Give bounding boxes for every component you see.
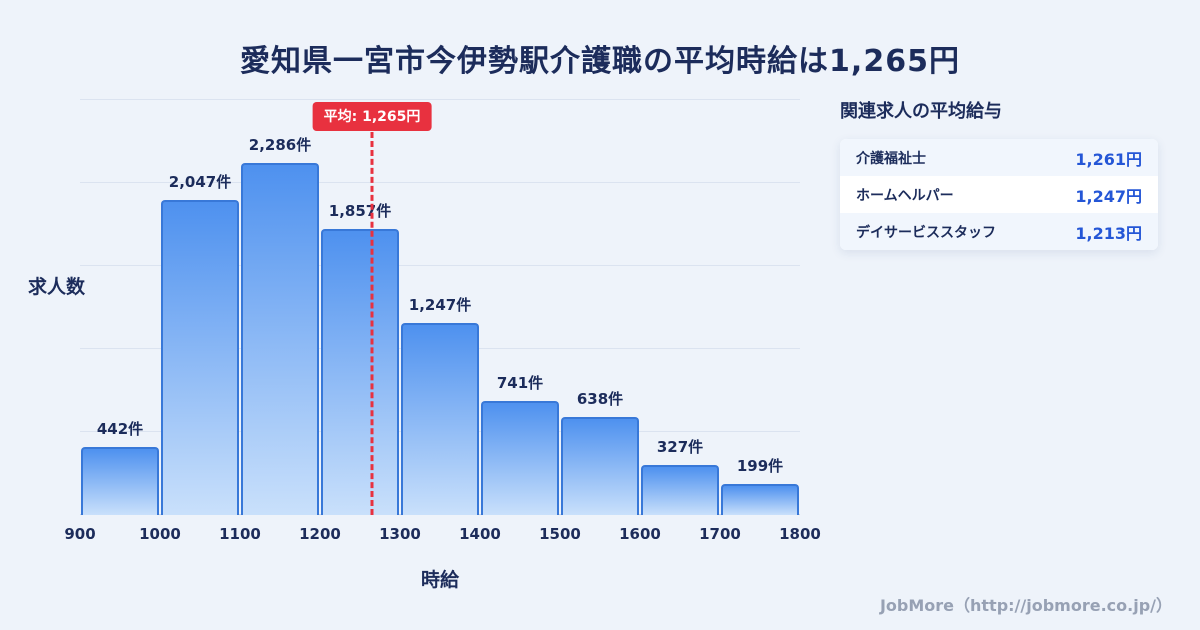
job-name: デイサービススタッフ	[856, 224, 996, 241]
job-wage: 1,261円	[1075, 149, 1142, 169]
x-tick-label: 1600	[619, 525, 661, 543]
bar-value-label: 327件	[656, 438, 704, 456]
bar-value-label: 1,857件	[328, 202, 392, 220]
histogram-bar	[721, 484, 799, 515]
histogram-bar	[641, 465, 719, 515]
x-tick-label: 1400	[459, 525, 501, 543]
bar-value-label: 2,286件	[248, 136, 312, 154]
x-tick-label: 900	[64, 525, 96, 543]
related-job-row: 介護福祉士 1,261円	[840, 139, 1158, 176]
related-jobs-heading: 関連求人の平均給与	[840, 101, 1002, 122]
histogram-bar	[161, 200, 239, 515]
x-axis-label: 時給	[420, 569, 460, 591]
x-tick-label: 1800	[779, 525, 821, 543]
histogram-bar	[81, 447, 159, 515]
job-wage: 1,213円	[1075, 223, 1142, 243]
page-title: 愛知県一宮市今伊勢駅介護職の平均時給は1,265円	[240, 44, 960, 79]
bar-value-label: 638件	[576, 390, 624, 408]
average-badge: 平均: 1,265円	[312, 102, 432, 131]
histogram-bar	[561, 417, 639, 515]
plot-area: 平均: 1,265円 442件 2,047件 2,286件 1,857件 1,247件 7…	[64, 99, 821, 543]
x-tick-label: 1700	[699, 525, 741, 543]
footer-credit: JobMore（http://jobmore.co.jp/）	[879, 596, 1172, 615]
bar-value-label: 741件	[496, 374, 544, 392]
histogram-bar	[401, 323, 479, 515]
histogram-bar	[321, 229, 399, 515]
histogram-bar	[481, 401, 559, 515]
x-tick-label: 1200	[299, 525, 341, 543]
related-job-row: デイサービススタッフ 1,213円	[840, 213, 1158, 250]
gridline	[80, 182, 800, 183]
job-name: ホームヘルパー	[856, 187, 954, 204]
job-wage: 1,247円	[1075, 186, 1142, 206]
gridline	[80, 99, 800, 100]
average-line	[370, 132, 374, 515]
bar-value-label: 2,047件	[168, 173, 232, 191]
x-tick-label: 1500	[539, 525, 581, 543]
job-name: 介護福祉士	[856, 150, 926, 167]
bar-value-label: 1,247件	[408, 296, 472, 314]
gridline	[80, 265, 800, 266]
related-job-row: ホームヘルパー 1,247円	[840, 176, 1158, 213]
bar-value-label: 199件	[736, 457, 784, 475]
bar-value-label: 442件	[96, 420, 144, 438]
x-tick-label: 1100	[219, 525, 261, 543]
x-tick-label: 1000	[139, 525, 181, 543]
related-jobs-card: 介護福祉士 1,261円 ホームヘルパー 1,247円 デイサービススタッフ 1…	[840, 139, 1158, 250]
histogram-bar	[241, 163, 319, 515]
y-axis-label: 求人数	[28, 276, 86, 298]
x-tick-label: 1300	[379, 525, 421, 543]
